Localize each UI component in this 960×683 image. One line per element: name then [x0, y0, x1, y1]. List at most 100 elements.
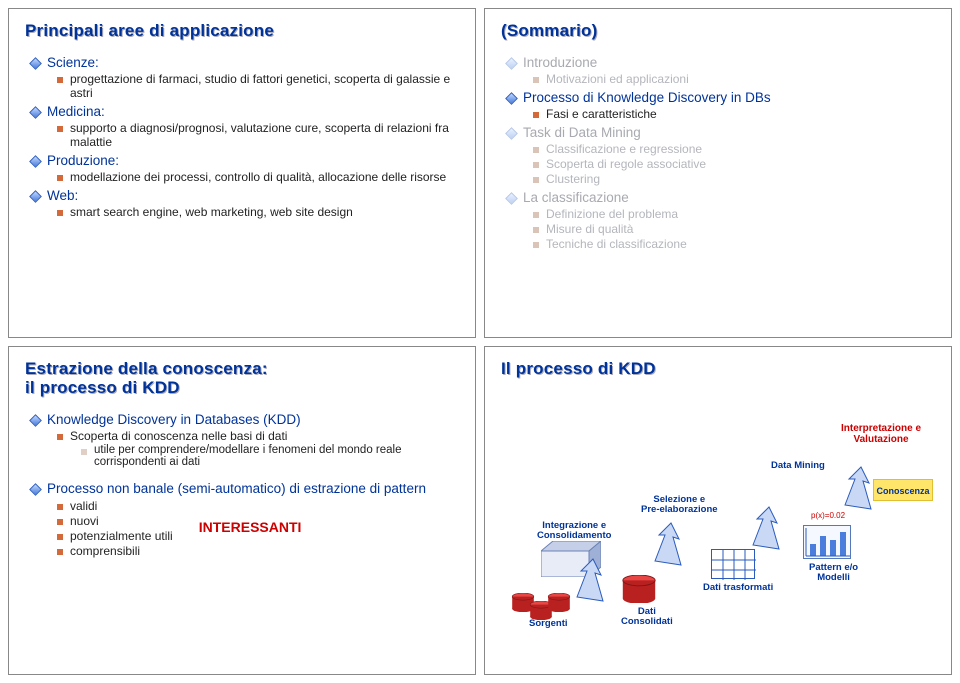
stage-label: Data Mining	[771, 461, 825, 472]
lvl2-item: Motivazioni ed applicazioni	[533, 72, 935, 86]
diamond-icon	[29, 190, 42, 203]
lvl1-label: La classificazione	[523, 190, 629, 205]
square-icon	[57, 519, 63, 525]
slide-estrazione: Estrazione della conoscenza: il processo…	[8, 346, 476, 676]
lvl2-item: Clustering	[533, 172, 935, 186]
stage-label: Sorgenti	[529, 619, 568, 630]
lvl2-label: Scoperta di conoscenza nelle basi di dat…	[70, 429, 287, 443]
slide-principali-aree: Principali aree di applicazione Scienze:…	[8, 8, 476, 338]
lvl2-label: modellazione dei processi, controllo di …	[70, 170, 446, 184]
lvl1-item: Produzione:	[31, 153, 459, 168]
arrow-icon	[749, 505, 783, 551]
diamond-icon	[29, 483, 42, 496]
lvl1-label: Knowledge Discovery in Databases (KDD)	[47, 412, 301, 427]
formula-label: p(x)=0.02	[811, 511, 845, 520]
lvl2-item: progettazione di farmaci, studio di fatt…	[57, 72, 459, 100]
lvl1-label: Processo non banale (semi-automatico) di…	[47, 481, 426, 496]
lvl2-label: progettazione di farmaci, studio di fatt…	[70, 72, 459, 100]
lvl2-label: Clustering	[546, 172, 600, 186]
lvl3-label: utile per comprendere/modellare i fenome…	[94, 444, 459, 468]
diamond-icon	[505, 92, 518, 105]
lvl2-item: supporto a diagnosi/prognosi, valutazion…	[57, 121, 459, 149]
content: IntroduzioneMotivazioni ed applicazioniP…	[501, 55, 935, 251]
square-icon	[533, 227, 539, 233]
lvl2-label: Classificazione e regressione	[546, 142, 702, 156]
slide-title: Estrazione della conoscenza: il processo…	[25, 359, 459, 398]
square-icon	[533, 212, 539, 218]
lvl2-label: Tecniche di classificazione	[546, 237, 687, 251]
square-icon	[533, 77, 539, 83]
diamond-icon	[29, 106, 42, 119]
cylinder-icon	[547, 593, 571, 612]
lvl2-label: Misure di qualità	[546, 222, 633, 236]
lvl2-label: validi	[70, 499, 97, 513]
lvl2-item: Definizione del problema	[533, 207, 935, 221]
slide-title: Principali aree di applicazione	[25, 21, 459, 41]
stage-label: Pattern e/o Modelli	[809, 563, 858, 585]
slide-processo-kdd: Il processo di KDD SorgentiIntegrazione …	[484, 346, 952, 676]
lvl2-item: Scoperta di conoscenza nelle basi di dat…	[57, 429, 459, 443]
lvl2-label: nuovi	[70, 514, 99, 528]
chart-icon	[803, 525, 851, 559]
square-icon	[57, 534, 63, 540]
diamond-icon	[29, 57, 42, 70]
square-icon	[57, 77, 63, 83]
lvl2-item: validi	[57, 499, 173, 513]
content: Scienze: progettazione di farmaci, studio…	[25, 55, 459, 219]
lvl2-item: potenzialmente utili	[57, 529, 173, 543]
lvl1-item: La classificazione	[507, 190, 935, 205]
square-icon	[81, 449, 87, 455]
square-icon	[533, 177, 539, 183]
stage-label: Interpretazione e Valutazione	[841, 423, 921, 446]
square-icon	[57, 549, 63, 555]
lvl2-item: Classificazione e regressione	[533, 142, 935, 156]
cylinder-icon	[621, 575, 657, 604]
lvl1-item: Web:	[31, 188, 459, 203]
lvl2-item: modellazione dei processi, controllo di …	[57, 170, 459, 184]
lvl2-label: Fasi e caratteristiche	[546, 107, 657, 121]
stage-label: Dati trasformati	[703, 583, 773, 594]
lvl2-item: Tecniche di classificazione	[533, 237, 935, 251]
lvl1-label: Medicina:	[47, 104, 105, 119]
diamond-icon	[29, 414, 42, 427]
lvl1-item: Processo non banale (semi-automatico) di…	[31, 481, 459, 496]
arrow-icon	[651, 521, 685, 567]
lvl1-item: Introduzione	[507, 55, 935, 70]
square-icon	[57, 210, 63, 216]
lvl2-label: Motivazioni ed applicazioni	[546, 72, 689, 86]
stage-label: Selezione e Pre-elaborazione	[641, 495, 718, 517]
lvl2-item: Fasi e caratteristiche	[533, 107, 935, 121]
slide-sommario: (Sommario) Introduzione Motivazioni ed ap…	[484, 8, 952, 338]
diamond-icon	[505, 57, 518, 70]
lvl1-label: Scienze:	[47, 55, 99, 70]
lvl2-item: nuovi	[57, 514, 173, 528]
kdd-diagram: SorgentiIntegrazione e ConsolidamentoDat…	[501, 393, 935, 623]
interessanti-label: INTERESSANTI	[199, 519, 302, 535]
stage-label: Dati Consolidati	[621, 607, 673, 629]
square-icon	[57, 175, 63, 181]
slide-title: (Sommario)	[501, 21, 935, 41]
lvl3-item: utile per comprendere/modellare i fenome…	[81, 444, 459, 468]
lvl1-item: Knowledge Discovery in Databases (KDD)	[31, 412, 459, 427]
lvl2-label: Scoperta di regole associative	[546, 157, 706, 171]
lvl1-item: Medicina:	[31, 104, 459, 119]
square-icon	[57, 434, 63, 440]
lvl1-label: Web:	[47, 188, 78, 203]
lvl2-label: smart search engine, web marketing, web …	[70, 205, 353, 219]
lvl2-label: supporto a diagnosi/prognosi, valutazion…	[70, 121, 459, 149]
diamond-icon	[29, 155, 42, 168]
lvl2-label: comprensibili	[70, 544, 140, 558]
stage-label: Integrazione e Consolidamento	[537, 521, 611, 543]
lvl1-item: Scienze:	[31, 55, 459, 70]
square-icon	[57, 504, 63, 510]
lvl1-label: Introduzione	[523, 55, 597, 70]
arrow-icon	[841, 465, 875, 511]
lvl2-label: potenzialmente utili	[70, 529, 173, 543]
lvl2-item: Misure di qualità	[533, 222, 935, 236]
lvl2-item: comprensibili	[57, 544, 173, 558]
lvl1-item: Task di Data Mining	[507, 125, 935, 140]
diamond-icon	[505, 192, 518, 205]
lvl2-item: Scoperta di regole associative	[533, 157, 935, 171]
square-icon	[57, 126, 63, 132]
lvl2-label: Definizione del problema	[546, 207, 678, 221]
